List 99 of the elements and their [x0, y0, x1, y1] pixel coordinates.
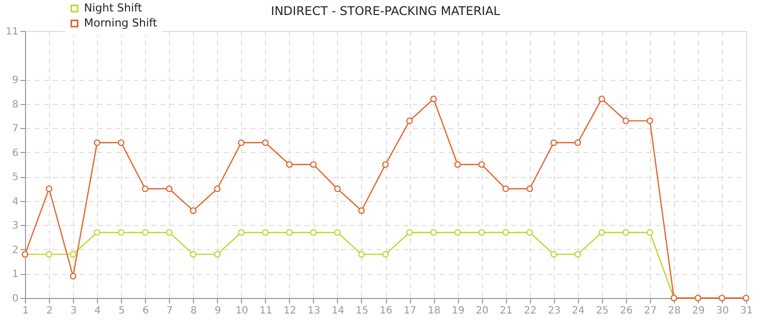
point — [286, 161, 293, 168]
x-tick-label: 19 — [452, 306, 464, 316]
legend-label: Morning Shift — [84, 16, 158, 30]
y-tick-label: 8 — [12, 99, 18, 110]
point — [214, 251, 221, 258]
point — [478, 161, 485, 168]
point — [238, 229, 245, 236]
y-tick-label: 3 — [12, 220, 18, 232]
legend-label: Night Shift — [84, 2, 143, 14]
point — [358, 207, 365, 214]
x-tick-label: 21 — [500, 306, 513, 316]
y-tick-label: 0 — [12, 294, 18, 304]
x-tick-label: 27 — [644, 306, 657, 316]
point — [190, 207, 197, 214]
point — [598, 96, 606, 102]
point — [646, 229, 654, 236]
point — [406, 118, 413, 124]
x-tick-label: 28 — [668, 306, 681, 316]
point — [334, 185, 341, 192]
point — [742, 294, 750, 302]
x-tick-label: 5 — [118, 306, 125, 316]
y-tick-label: 7 — [12, 124, 18, 135]
x-tick-label: 17 — [404, 306, 416, 316]
point — [646, 118, 654, 124]
x-tick-label: 11 — [259, 306, 272, 316]
point — [190, 251, 197, 258]
point — [502, 185, 509, 192]
x-tick-label: 23 — [548, 306, 561, 316]
point — [550, 251, 558, 258]
x-tick-label: 25 — [596, 306, 609, 316]
point — [262, 139, 269, 146]
point — [118, 229, 124, 236]
point — [358, 251, 365, 258]
point — [46, 185, 52, 192]
point — [526, 185, 533, 192]
point — [94, 229, 100, 236]
y-tick-label: 1 — [12, 269, 18, 280]
x-tick-label: 6 — [142, 306, 149, 316]
x-tick-label: 29 — [692, 306, 705, 316]
chart-title: INDIRECT - STORE-PACKING MATERIAL — [270, 4, 500, 18]
point — [46, 251, 52, 258]
point — [310, 161, 317, 168]
point — [94, 139, 100, 146]
point — [502, 229, 509, 236]
point — [238, 139, 245, 146]
y-tick-label: 4 — [12, 196, 18, 208]
point — [142, 229, 148, 236]
x-tick-label: 3 — [70, 306, 77, 316]
point — [70, 251, 76, 258]
point — [118, 139, 124, 146]
x-tick-label: 15 — [356, 306, 368, 316]
point — [382, 251, 389, 258]
point — [622, 229, 630, 236]
point — [334, 229, 341, 236]
x-tick-label: 14 — [332, 306, 344, 316]
x-tick-label: 24 — [572, 306, 585, 316]
x-tick-label: 2 — [46, 306, 53, 316]
x-tick-label: 30 — [716, 306, 729, 316]
point — [598, 229, 606, 236]
point — [454, 161, 461, 168]
point — [142, 185, 148, 192]
x-tick-label: 8 — [190, 306, 197, 316]
x-tick-label: 18 — [428, 306, 440, 316]
point — [286, 229, 293, 236]
x-tick-label: 26 — [620, 306, 633, 316]
y-tick-label: 11 — [6, 26, 18, 38]
x-tick-label: 13 — [308, 306, 320, 316]
point — [382, 161, 389, 168]
y-tick-label: 5 — [12, 172, 18, 184]
point — [70, 272, 76, 280]
x-tick-label: 1 — [22, 306, 29, 316]
x-tick-label: 4 — [94, 306, 101, 316]
point — [430, 96, 437, 102]
y-tick-label: 6 — [12, 148, 18, 159]
point — [430, 229, 437, 236]
point — [310, 229, 317, 236]
point — [574, 139, 582, 146]
x-tick-label: 7 — [166, 306, 173, 316]
x-tick-label: 10 — [235, 306, 248, 316]
y-tick-label: 2 — [12, 244, 18, 256]
y-tick-label: 9 — [12, 75, 18, 86]
point — [454, 229, 461, 236]
x-tick-label: 12 — [284, 306, 296, 316]
point — [478, 229, 485, 236]
x-tick-label: 9 — [214, 306, 221, 316]
x-tick-label: 16 — [380, 306, 392, 316]
x-tick-label: 31 — [740, 306, 753, 316]
point — [550, 139, 558, 146]
point — [166, 185, 172, 192]
point — [622, 118, 630, 124]
point — [406, 229, 413, 236]
x-tick-label: 20 — [476, 306, 488, 316]
point — [718, 294, 726, 302]
point — [526, 229, 533, 236]
point — [574, 251, 582, 258]
point — [262, 229, 269, 236]
x-tick-label: 22 — [524, 306, 537, 316]
point — [166, 229, 172, 236]
point — [214, 185, 221, 192]
